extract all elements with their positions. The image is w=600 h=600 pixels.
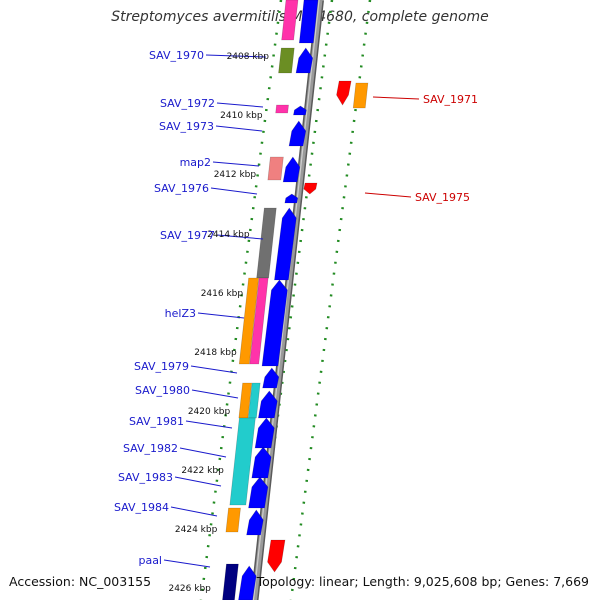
kbp-tick-label: 2414 kbp <box>207 230 250 240</box>
accession-text: Accession: NC_003155 <box>9 574 152 589</box>
gene-block-sav1971-orange <box>352 82 369 109</box>
gene-leader-line <box>205 54 267 58</box>
gene-arrow-top-blue <box>298 0 319 44</box>
gene-block-helz3-orange <box>238 277 259 365</box>
kbp-tick-label: 2416 kbp <box>201 289 244 299</box>
gene-arrow-sav1981 <box>254 417 275 449</box>
gene-arrow-sav1980 <box>257 390 278 419</box>
gene-leader-line <box>216 234 264 240</box>
gene-label-left: SAV_1981 <box>129 415 184 428</box>
gene-label-left: SAV_1979 <box>134 360 189 373</box>
gene-block-sav1984 <box>225 507 241 533</box>
kbp-tick-label: 2418 kbp <box>194 348 237 358</box>
gene-arrow-helz3 <box>261 279 288 367</box>
gene-label-left: SAV_1984 <box>114 501 169 514</box>
gene-block-map2 <box>267 156 284 181</box>
gene-label-left: SAV_1976 <box>154 182 209 195</box>
gene-leader-line <box>185 420 233 429</box>
kbp-tick-label: 2412 kbp <box>214 170 257 180</box>
dotted-guide-line <box>252 0 334 600</box>
gene-arrow-sav1977 <box>274 207 297 281</box>
gene-features <box>222 0 369 600</box>
gene-arrow-sav1973 <box>288 120 307 147</box>
gene-block-top-magenta <box>281 0 299 41</box>
gene-label-left: helZ3 <box>165 307 196 320</box>
gene-leader-line <box>163 559 211 568</box>
dotted-guide-line <box>199 0 283 600</box>
gene-label-left: map2 <box>180 156 211 169</box>
gene-leader-line <box>210 187 258 195</box>
gene-leader-line <box>179 447 227 458</box>
gene-leader-line <box>212 161 260 167</box>
gene-arrow-sav1984 <box>246 509 264 536</box>
gene-leader-line <box>174 476 222 487</box>
gene-arrow-sav1970 <box>295 47 314 74</box>
gene-label-left: SAV_1972 <box>160 97 215 110</box>
gene-block-sav1977 <box>256 207 277 279</box>
kbp-tick-label: 2408 kbp <box>227 52 270 62</box>
gene-label-left: SAV_1982 <box>123 442 178 455</box>
gene-arrow-sav1975 <box>303 182 318 195</box>
gene-leader-line <box>190 365 238 374</box>
kbp-tick-label: 2422 kbp <box>181 466 224 476</box>
gene-labels: SAV_1970 SAV_1972 SAV_1973 map2 SAV_1976 SAV_… <box>114 49 478 567</box>
gene-leader-line <box>372 96 420 100</box>
gene-leader-line <box>215 125 263 132</box>
gene-leader-line <box>197 312 245 319</box>
gene-block-sav1970 <box>278 47 295 74</box>
label-leader-lines <box>163 54 420 568</box>
kbp-tick-label: 2410 kbp <box>220 111 263 121</box>
gene-arrow-sav1972 <box>293 105 307 116</box>
gene-block-paal-navy <box>222 563 239 600</box>
kbp-tick-label: 2424 kbp <box>175 525 218 535</box>
gene-arrow-red-bottom <box>267 539 286 573</box>
gene-label-left: SAV_1973 <box>159 120 214 133</box>
gene-arrow-sav1979 <box>262 367 280 389</box>
gene-label-left: SAV_1977 <box>160 229 215 242</box>
gene-leader-line <box>364 192 412 198</box>
gene-label-left: SAV_1970 <box>149 49 204 62</box>
gene-arrow-paal <box>238 565 257 600</box>
gene-arrow-sav1976 <box>284 193 299 204</box>
genome-title: Streptomyces avermitilis MA-4680, comple… <box>111 9 489 25</box>
gene-arrow-map2 <box>282 156 301 183</box>
kbp-tick-label: 2420 kbp <box>188 407 231 417</box>
gene-label-right: SAV_1971 <box>423 93 478 106</box>
gene-leader-line <box>216 102 264 108</box>
gene-leader-line <box>191 389 239 399</box>
kbp-ticks: 2408 kbp 2410 kbp 2412 kbp 2414 kbp 2416 kbp… <box>168 52 269 594</box>
gene-label-left: SAV_1983 <box>118 471 173 484</box>
gene-arrow-sav1971-red <box>336 80 352 106</box>
gene-arrow-sav1982 <box>251 446 272 479</box>
gene-leader-line <box>170 506 218 517</box>
gene-block-sav1981-cyan <box>229 417 256 506</box>
gene-block-sav1972 <box>275 104 289 114</box>
gene-arrow-sav1983 <box>248 476 269 509</box>
gene-label-right: SAV_1975 <box>415 191 470 204</box>
genome-summary-text: Topology: linear; Length: 9,025,608 bp; … <box>256 574 589 589</box>
gene-label-left: paal <box>138 554 162 567</box>
gene-label-left: SAV_1980 <box>135 384 190 397</box>
gene-block-sav1980-cyan <box>248 382 261 419</box>
gene-block-helz3-magenta <box>249 277 269 365</box>
kbp-tick-label: 2426 kbp <box>168 584 211 594</box>
